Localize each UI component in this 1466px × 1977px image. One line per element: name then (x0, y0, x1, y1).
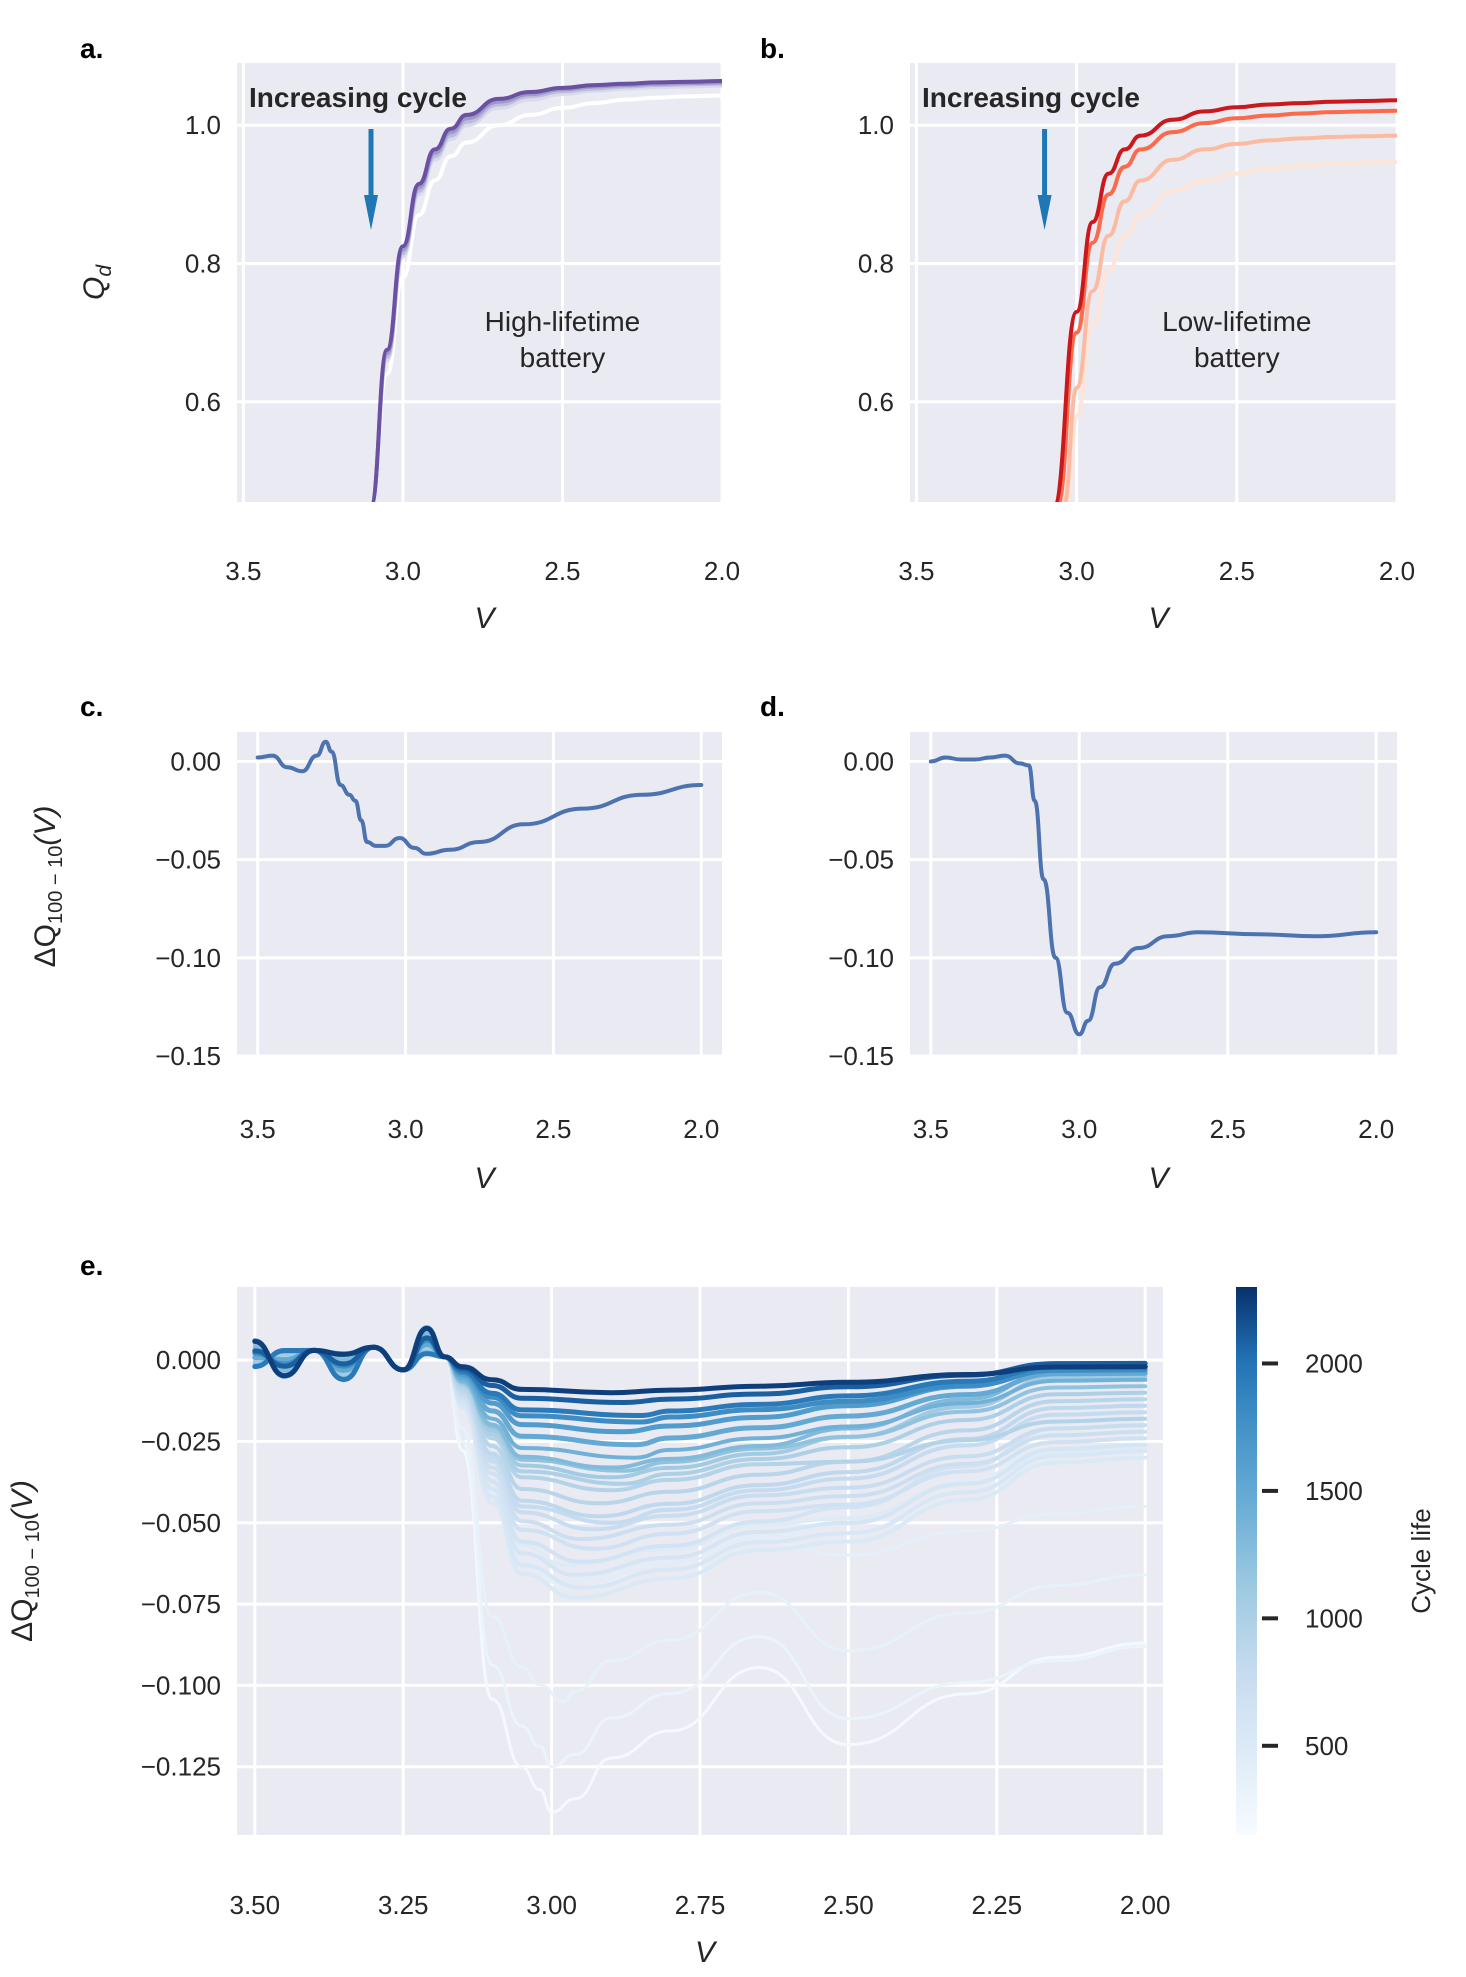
y-tick-label: −0.15 (828, 1041, 894, 1071)
x-tick-label: 3.5 (225, 556, 261, 586)
series-line (370, 79, 722, 502)
x-tick-label: 3.0 (1061, 1114, 1097, 1144)
x-tick-label: 3.0 (387, 1114, 423, 1144)
y-tick-label: 0.00 (170, 746, 221, 776)
y-axis-label: Qd (78, 264, 116, 300)
x-tick-label: 2.75 (675, 1890, 726, 1920)
y-tick-label: 1.0 (185, 110, 221, 140)
y-tick-label: −0.075 (141, 1589, 221, 1619)
series-line-cycle-1950 (252, 1344, 1148, 1419)
x-tick-label: 2.5 (1219, 556, 1255, 586)
y-axis-label: ΔQ100 − 10(V) (29, 806, 67, 968)
panel-e: 3.50 3.25 3.00 2.75 2.50 2.25 2.00 0.000 −0.025 −… (6, 1250, 1436, 1969)
x-tick-label: 2.0 (1358, 1114, 1394, 1144)
x-tick-label: 3.5 (240, 1114, 276, 1144)
panel-letter: e. (80, 1250, 103, 1281)
x-tick-label: 2.0 (1379, 556, 1415, 586)
plot-area (910, 732, 1397, 1057)
battery-label-line1: High-lifetime (485, 306, 641, 337)
colorbar-label: Cycle life (1406, 1508, 1436, 1613)
panel-letter: c. (80, 691, 103, 722)
series-group (370, 79, 722, 502)
colorbar-tick-label: 1000 (1305, 1603, 1363, 1633)
x-tick-label: 3.0 (385, 556, 421, 586)
x-tick-label: 2.5 (544, 556, 580, 586)
arrow-head (364, 195, 379, 230)
x-tick-label: 3.25 (378, 1890, 429, 1920)
y-tick-label: −0.05 (828, 845, 894, 875)
x-tick-label: 3.0 (1059, 556, 1095, 586)
x-tick-label: 2.0 (683, 1114, 719, 1144)
x-axis-label: V (1148, 1162, 1171, 1195)
colorbar-tick-label: 1500 (1305, 1476, 1363, 1506)
panel-letter: b. (760, 33, 785, 64)
battery-label-line2: battery (520, 342, 606, 373)
y-tick-label: −0.025 (141, 1426, 221, 1456)
series-group (252, 1325, 1148, 1814)
x-tick-label: 2.0 (704, 556, 740, 586)
y-tick-label: −0.05 (155, 845, 221, 875)
x-tick-label: 3.5 (913, 1114, 949, 1144)
y-tick-label: 0.8 (858, 248, 894, 278)
panel-c: 3.5 3.0 2.5 2.0 0.00 −0.05 −0.10 −0.15 c. V ΔQ100 … (29, 691, 722, 1195)
series-group (1054, 98, 1397, 502)
y-tick-label: 0.6 (858, 387, 894, 417)
y-tick-label: 0.00 (843, 746, 894, 776)
y-tick-label: −0.10 (155, 943, 221, 973)
series-line (1066, 159, 1397, 502)
series-line (370, 93, 722, 502)
series-line (928, 753, 1379, 1037)
x-axis-label: V (1148, 602, 1171, 635)
x-axis-label: V (695, 1936, 718, 1969)
series-line (1063, 133, 1397, 502)
panel-letter: d. (760, 691, 785, 722)
colorbar-tick-label: 500 (1305, 1731, 1348, 1761)
x-axis-label: V (474, 602, 497, 635)
panel-letter: a. (80, 33, 103, 64)
y-tick-label: −0.100 (141, 1670, 221, 1700)
y-tick-label: 0.6 (185, 387, 221, 417)
series-group (928, 753, 1379, 1037)
x-tick-label: 2.5 (1210, 1114, 1246, 1144)
y-tick-label: −0.050 (141, 1508, 221, 1538)
panel-d: 3.5 3.0 2.5 2.0 0.00 −0.05 −0.10 −0.15 d. V (760, 691, 1397, 1195)
x-tick-label: 2.25 (971, 1890, 1022, 1920)
x-tick-label: 2.00 (1120, 1890, 1171, 1920)
battery-label-line2: battery (1194, 342, 1280, 373)
series-group (255, 739, 704, 856)
x-tick-label: 3.00 (526, 1890, 577, 1920)
y-tick-label: 0.8 (185, 248, 221, 278)
increasing-cycle-label: Increasing cycle (922, 82, 1140, 113)
x-tick-label: 3.5 (898, 556, 934, 586)
arrow-head (1037, 195, 1052, 230)
panel-a: 3.5 3.0 2.5 2.0 1.0 0.8 0.6 a. V Qd Increasing cyc… (78, 33, 740, 635)
plot-area (237, 732, 722, 1057)
plot-area (237, 63, 722, 502)
y-axis-label: ΔQ100 − 10(V) (6, 1480, 44, 1642)
y-tick-label: −0.15 (155, 1041, 221, 1071)
colorbar: 2000 1500 1000 500 Cycle life (1236, 1287, 1436, 1835)
x-tick-label: 2.50 (823, 1890, 874, 1920)
increasing-cycle-label: Increasing cycle (249, 82, 467, 113)
x-tick-label: 3.50 (230, 1890, 281, 1920)
series-line (255, 739, 704, 856)
y-tick-label: 1.0 (858, 110, 894, 140)
panel-b: 3.5 3.0 2.5 2.0 1.0 0.8 0.6 b. V Increasing cycle… (760, 33, 1415, 635)
colorbar-gradient (1236, 1287, 1257, 1835)
x-tick-label: 2.5 (535, 1114, 571, 1144)
x-axis-label: V (474, 1162, 497, 1195)
battery-label-line1: Low-lifetime (1162, 306, 1311, 337)
series-line-cycle-2237 (252, 1325, 1148, 1396)
y-tick-label: −0.125 (141, 1752, 221, 1782)
series-line-cycle-1500 (252, 1341, 1148, 1448)
colorbar-tick-label: 2000 (1305, 1348, 1363, 1378)
series-line (1054, 98, 1397, 502)
y-tick-label: 0.000 (156, 1345, 221, 1375)
y-tick-label: −0.10 (828, 943, 894, 973)
